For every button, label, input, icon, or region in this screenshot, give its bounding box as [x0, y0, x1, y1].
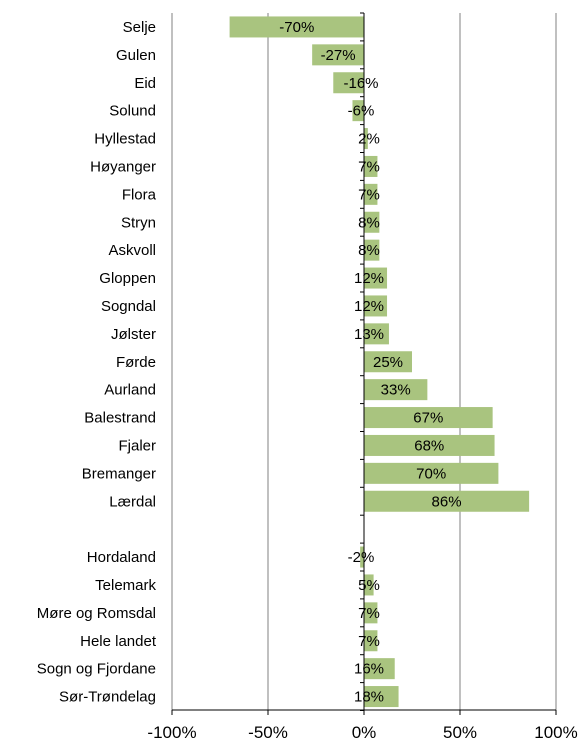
category-label-3: Solund — [109, 103, 156, 120]
bar-22 — [364, 630, 378, 652]
bar-15 — [364, 434, 495, 456]
bar-23 — [364, 658, 395, 680]
data-label-14: 67% — [413, 410, 443, 427]
data-label-16: 70% — [416, 465, 446, 482]
category-label-19: Hordaland — [87, 549, 156, 566]
bars — [229, 16, 530, 708]
value-tick-label-4: 100% — [534, 723, 577, 742]
data-label-11: 13% — [354, 326, 384, 343]
category-label-12: Førde — [116, 354, 156, 371]
bar-3 — [352, 100, 364, 122]
category-label-21: Møre og Romsdal — [37, 605, 156, 622]
data-label-13: 33% — [381, 382, 411, 399]
data-label-7: 8% — [358, 214, 380, 231]
bar-13 — [364, 379, 428, 401]
data-label-20: 5% — [358, 577, 380, 594]
data-label-24: 18% — [354, 689, 384, 706]
category-label-1: Gulen — [116, 47, 156, 64]
data-label-4: 2% — [358, 131, 380, 148]
category-label-10: Sogndal — [101, 298, 156, 315]
bar-6 — [364, 183, 378, 205]
bar-5 — [364, 155, 378, 177]
bar-10 — [364, 295, 388, 317]
bar-21 — [364, 602, 378, 624]
data-label-17: 86% — [432, 493, 462, 510]
bar-19 — [360, 546, 364, 568]
data-label-3: -6% — [348, 103, 375, 120]
value-tick-label-3: 50% — [443, 723, 477, 742]
data-label-23: 16% — [354, 661, 384, 678]
data-label-5: 7% — [358, 158, 380, 175]
category-labels: Selje Gulen Eid Solund Hyllestad Høyanger Flor… — [37, 19, 157, 706]
bar-20 — [364, 574, 374, 596]
category-label-22: Hele landet — [80, 633, 157, 650]
category-axis-ticks — [171, 12, 557, 715]
category-label-16: Bremanger — [82, 465, 156, 482]
data-label-12: 25% — [373, 354, 403, 371]
bar-2 — [333, 72, 364, 94]
category-label-20: Telemark — [95, 577, 156, 594]
category-label-13: Aurland — [104, 382, 156, 399]
data-labels: -70% -27% -16% -6% 2% 7% 7% 8% 8% 12% 12% 13% 25% 33%… — [279, 19, 461, 706]
category-label-8: Askvoll — [108, 242, 156, 259]
data-label-9: 12% — [354, 270, 384, 287]
data-label-10: 12% — [354, 298, 384, 315]
data-label-8: 8% — [358, 242, 380, 259]
bar-24 — [364, 686, 399, 708]
value-tick-labels: -100% -50% 0% 50% 100% — [147, 723, 577, 742]
bar-8 — [364, 239, 380, 261]
category-label-9: Gloppen — [99, 270, 156, 287]
data-label-6: 7% — [358, 186, 380, 203]
bar-9 — [364, 267, 388, 289]
category-label-24: Sør-Trøndelag — [59, 689, 156, 706]
data-label-15: 68% — [414, 437, 444, 454]
category-label-11: Jølster — [111, 326, 156, 343]
category-label-5: Høyanger — [90, 158, 156, 175]
category-label-6: Flora — [122, 186, 157, 203]
data-label-2: -16% — [343, 75, 378, 92]
data-label-1: -27% — [321, 47, 356, 64]
value-tick-label-1: -50% — [248, 723, 288, 742]
category-label-4: Hyllestad — [94, 131, 156, 148]
bar-0 — [229, 16, 364, 38]
bar-11 — [364, 323, 389, 345]
category-label-7: Stryn — [121, 214, 156, 231]
category-label-15: Fjaler — [118, 437, 156, 454]
bar-16 — [364, 462, 499, 484]
value-tick-label-0: -100% — [147, 723, 196, 742]
category-label-23: Sogn og Fjordane — [37, 661, 156, 678]
gridlines — [171, 13, 557, 710]
data-label-22: 7% — [358, 633, 380, 650]
data-label-21: 7% — [358, 605, 380, 622]
category-label-2: Eid — [134, 75, 156, 92]
category-label-17: Lærdal — [109, 493, 156, 510]
value-tick-label-2: 0% — [352, 723, 377, 742]
bar-14 — [364, 407, 493, 429]
bar-1 — [312, 44, 364, 66]
bar-17 — [364, 490, 530, 512]
category-label-0: Selje — [123, 19, 156, 36]
bar-12 — [364, 351, 412, 373]
bar-4 — [364, 128, 368, 150]
category-label-14: Balestrand — [84, 410, 156, 427]
bar-7 — [364, 211, 380, 233]
data-label-19: -2% — [348, 549, 375, 566]
data-label-0: -70% — [279, 19, 314, 36]
